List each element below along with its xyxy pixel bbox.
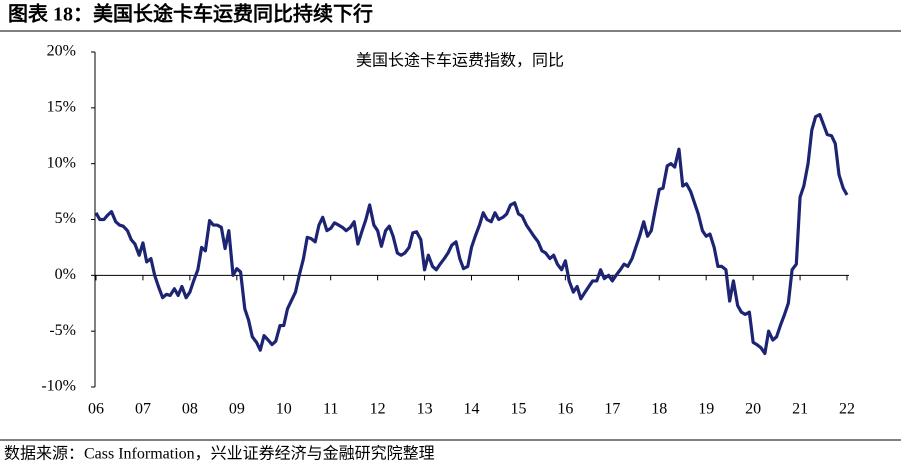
series-line — [94, 112, 849, 356]
x-tick-label: 20 — [745, 401, 761, 418]
chart-title: 图表 18：美国长途卡车运费同比持续下行 — [8, 2, 373, 26]
x-tick-label: 10 — [276, 401, 292, 418]
y-tick-label: -5% — [49, 322, 76, 339]
x-tick-label: 11 — [323, 401, 338, 418]
x-tick-label: 15 — [510, 401, 526, 418]
series-label: 美国长途卡车运费指数，同比 — [356, 52, 564, 70]
x-tick-label: 09 — [229, 401, 245, 418]
x-tick-label: 19 — [698, 401, 714, 418]
y-tick-label: -10% — [41, 378, 76, 395]
x-tick-label: 17 — [604, 401, 620, 418]
x-tick-label: 18 — [651, 401, 667, 418]
x-tick-label: 21 — [792, 401, 808, 418]
y-tick-label: 5% — [55, 210, 76, 227]
x-tick-label: 07 — [135, 401, 151, 418]
x-tick-label: 12 — [370, 401, 386, 418]
y-tick-label: 15% — [47, 99, 76, 116]
y-tick-label: 10% — [47, 154, 76, 171]
x-tick-label: 13 — [417, 401, 433, 418]
x-tick-label: 22 — [839, 401, 855, 418]
source-note: 数据来源：Cass Information，兴业证券经济与金融研究院整理 — [4, 445, 435, 463]
x-tick-label: 08 — [182, 401, 198, 418]
x-tick-label: 16 — [557, 401, 573, 418]
y-tick-label: 20% — [47, 43, 76, 60]
x-tick-label: 14 — [464, 401, 480, 418]
y-tick-label: 0% — [55, 266, 76, 283]
x-tick-label: 06 — [88, 401, 104, 418]
